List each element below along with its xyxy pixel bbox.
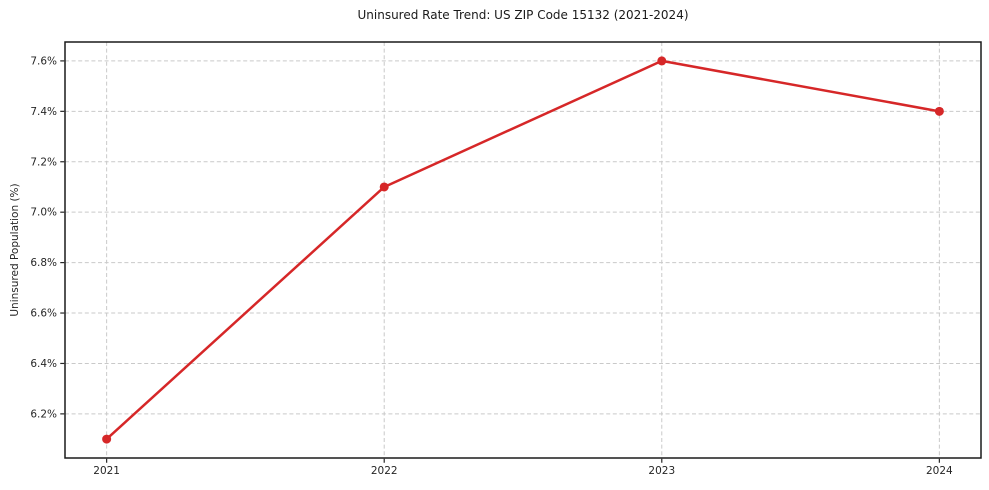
x-tick-label: 2022 [371,465,398,477]
y-tick-label: 7.0% [30,207,57,219]
y-tick-label: 7.2% [30,156,57,168]
data-point [102,434,112,444]
y-tick-label: 6.8% [30,257,57,269]
data-point [934,106,944,116]
y-tick-label: 7.4% [30,106,57,118]
plot-frame [64,41,982,459]
data-point [657,56,667,66]
y-tick-label: 7.6% [30,55,57,67]
chart-title: Uninsured Rate Trend: US ZIP Code 15132 … [357,8,689,22]
y-tick-label: 6.4% [30,358,57,370]
data-point [379,182,389,192]
x-tick-label: 2021 [93,465,120,477]
x-tick-label: 2024 [926,465,953,477]
y-tick-label: 6.6% [30,308,57,320]
y-tick-label: 6.2% [30,408,57,420]
data-line [105,59,941,441]
x-tick-label: 2023 [648,465,675,477]
